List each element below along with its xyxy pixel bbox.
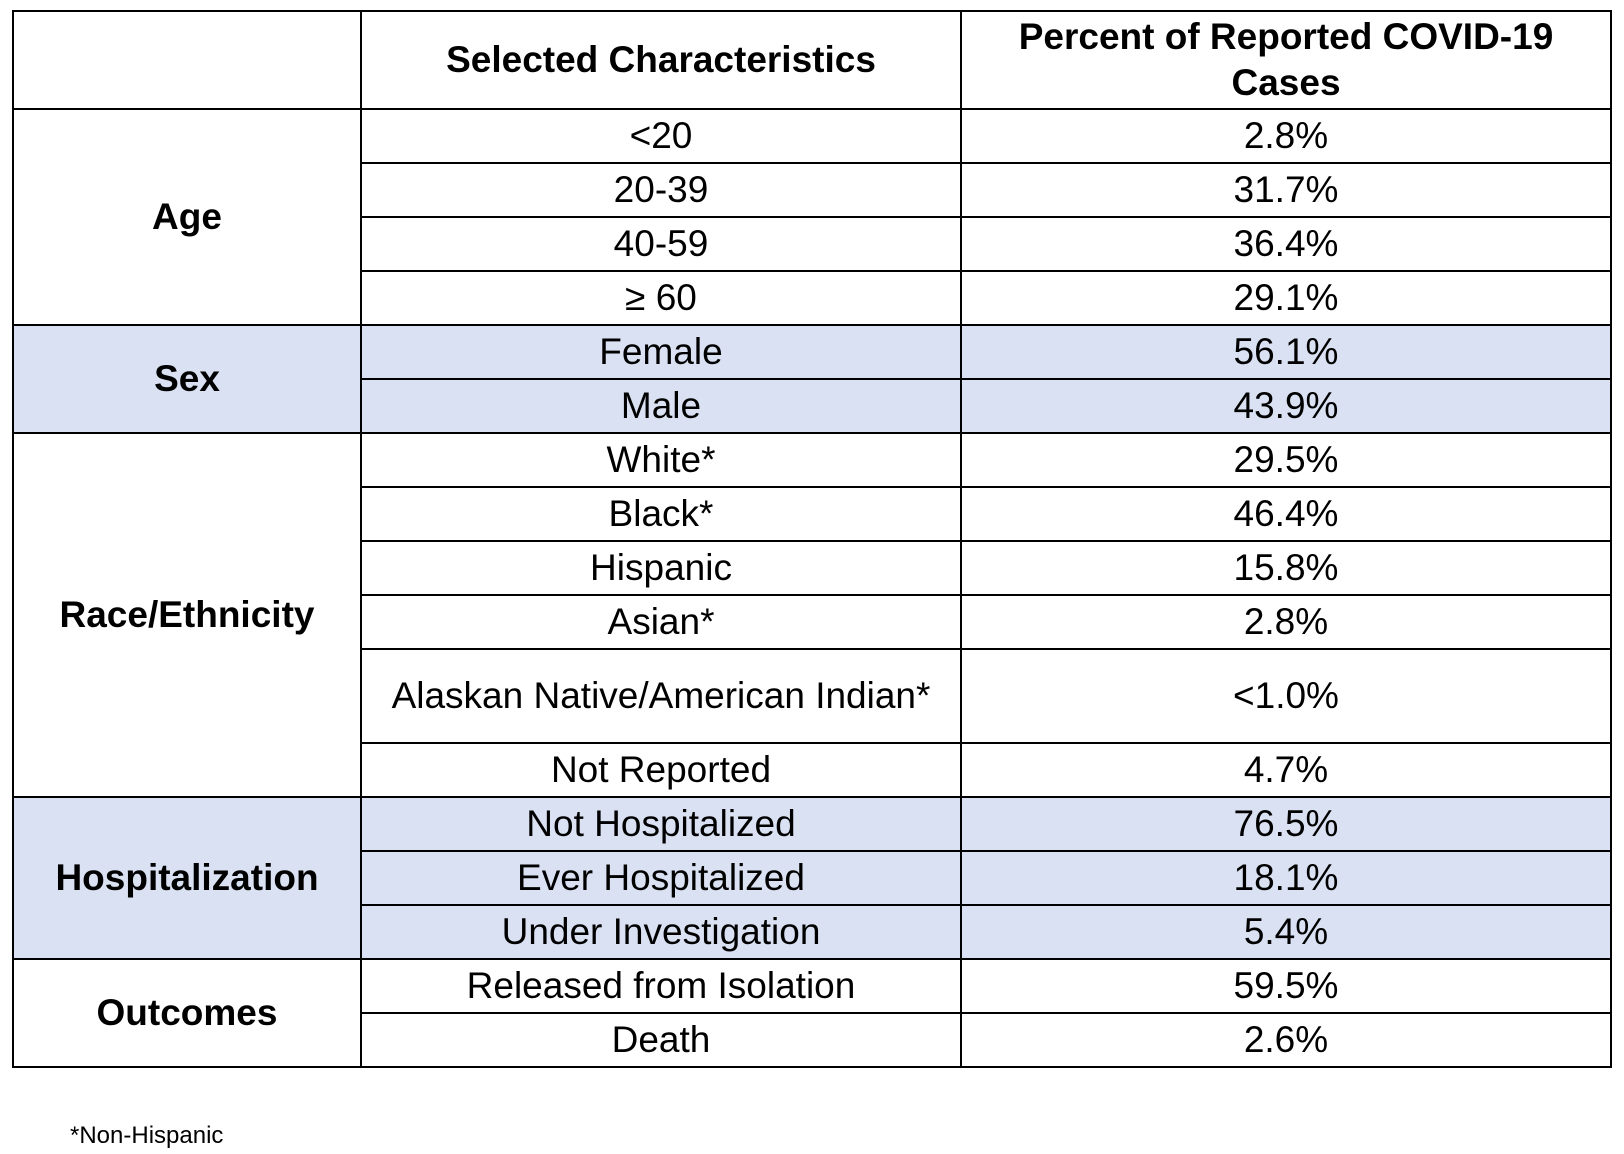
characteristic-cell: Under Investigation (360, 904, 962, 960)
characteristic-cell: White* (360, 432, 962, 488)
percent-cell: 4.7% (960, 742, 1612, 798)
table-row: Death 2.6% (13, 1012, 1612, 1068)
percent-cell: 15.8% (960, 540, 1612, 596)
table-row: Not Reported 4.7% (13, 742, 1612, 798)
characteristic-cell: Ever Hospitalized (360, 850, 962, 906)
characteristic-cell: Female (360, 324, 962, 380)
table-row: 20-39 31.7% (13, 162, 1612, 218)
table-row: 40-59 36.4% (13, 216, 1612, 272)
characteristic-cell: ≥ 60 (360, 270, 962, 326)
characteristic-cell: Alaskan Native/American Indian* (360, 648, 962, 744)
characteristic-cell: <20 (360, 108, 962, 164)
percent-cell: 46.4% (960, 486, 1612, 542)
percent-cell: 29.5% (960, 432, 1612, 488)
footnote: *Non-Hispanic (70, 1122, 224, 1149)
covid-cases-table: Selected Characteristics Percent of Repo… (12, 10, 1612, 1068)
table-row: Sex Female 56.1% (12, 324, 1612, 434)
category-cell: Race/Ethnicity (12, 432, 362, 798)
table-row: Hospitalization Not Hospitalized 76.5% (12, 796, 1612, 960)
table-row: Race/Ethnicity White* 29.5% (12, 432, 1612, 798)
table-row: Ever Hospitalized 18.1% (13, 850, 1612, 906)
characteristic-cell: Not Reported (360, 742, 962, 798)
table-row: Alaskan Native/American Indian* <1.0% (13, 648, 1612, 744)
characteristic-cell: Male (360, 378, 962, 434)
percent-cell: 5.4% (960, 904, 1612, 960)
table-row: Hispanic 15.8% (13, 540, 1612, 596)
characteristic-cell: 20-39 (360, 162, 962, 218)
table-row: Black* 46.4% (13, 486, 1612, 542)
characteristic-cell: Hispanic (360, 540, 962, 596)
table-body: Age <20 2.8% 20-39 31.7% 40-59 36.4% ≥ 60 29.1% S… (12, 108, 1612, 1068)
percent-cell: 18.1% (960, 850, 1612, 906)
category-cell: Hospitalization (12, 796, 362, 960)
percent-cell: 29.1% (960, 270, 1612, 326)
characteristic-cell: Black* (360, 486, 962, 542)
characteristic-cell: Asian* (360, 594, 962, 650)
category-cell: Outcomes (12, 958, 362, 1068)
percent-cell: 2.6% (960, 1012, 1612, 1068)
percent-cell: 76.5% (960, 796, 1612, 852)
header-selected-characteristics: Selected Characteristics (360, 10, 962, 110)
characteristic-cell: Released from Isolation (360, 958, 962, 1014)
percent-cell: 59.5% (960, 958, 1612, 1014)
category-cell: Sex (12, 324, 362, 434)
table-row: Age <20 2.8% (12, 108, 1612, 326)
table-row: ≥ 60 29.1% (13, 270, 1612, 326)
table-row: Under Investigation 5.4% (13, 904, 1612, 960)
percent-cell: 36.4% (960, 216, 1612, 272)
percent-cell: 43.9% (960, 378, 1612, 434)
characteristic-cell: Not Hospitalized (360, 796, 962, 852)
table-row: Male 43.9% (13, 378, 1612, 434)
percent-cell: <1.0% (960, 648, 1612, 744)
characteristic-cell: Death (360, 1012, 962, 1068)
percent-cell: 56.1% (960, 324, 1612, 380)
percent-cell: 2.8% (960, 108, 1612, 164)
table-row: Asian* 2.8% (13, 594, 1612, 650)
percent-cell: 31.7% (960, 162, 1612, 218)
category-cell: Age (12, 108, 362, 326)
table-header-row: Selected Characteristics Percent of Repo… (12, 10, 1612, 110)
percent-cell: 2.8% (960, 594, 1612, 650)
characteristic-cell: 40-59 (360, 216, 962, 272)
table-row: Outcomes Released from Isolation 59.5% (12, 958, 1612, 1068)
header-percent-cases: Percent of Reported COVID-19 Cases (960, 10, 1612, 110)
header-blank-cell (12, 10, 362, 110)
